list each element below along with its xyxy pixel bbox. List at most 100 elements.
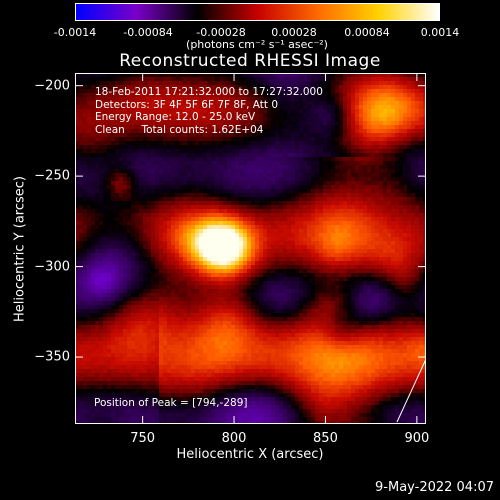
heatmap-cell xyxy=(363,237,367,241)
heatmap-cell xyxy=(351,213,355,217)
heatmap-cell xyxy=(139,261,143,265)
heatmap-cell xyxy=(99,229,103,233)
heatmap-cell xyxy=(103,269,107,273)
heatmap-cell xyxy=(419,197,423,201)
heatmap-cell xyxy=(291,129,295,133)
heatmap-cell xyxy=(391,233,395,237)
heatmap-cell xyxy=(263,233,267,237)
heatmap-cell xyxy=(119,221,123,225)
heatmap-cell xyxy=(263,221,267,225)
heatmap-cell xyxy=(263,269,267,273)
heatmap-cell xyxy=(395,149,399,153)
heatmap-cell xyxy=(163,177,167,181)
heatmap-cell xyxy=(331,165,335,169)
heatmap-cell xyxy=(319,77,323,81)
heatmap-cell xyxy=(299,157,303,161)
heatmap-cell xyxy=(287,117,291,121)
heatmap-cell xyxy=(199,197,203,201)
heatmap-cell xyxy=(299,93,303,97)
heatmap-cell xyxy=(331,129,335,133)
heatmap-cell xyxy=(251,177,255,181)
heatmap-cell xyxy=(115,245,119,249)
heatmap-cell xyxy=(215,217,219,221)
heatmap-cell xyxy=(391,137,395,141)
heatmap-cell xyxy=(143,197,147,201)
heatmap-cell xyxy=(403,185,407,189)
heatmap-cell xyxy=(371,85,375,89)
heatmap-cell xyxy=(183,189,187,193)
heatmap-cell xyxy=(251,145,255,149)
heatmap-cell xyxy=(75,157,79,161)
heatmap-cell xyxy=(411,181,415,185)
heatmap-cell xyxy=(267,129,271,133)
heatmap-cell xyxy=(363,169,367,173)
heatmap-cell xyxy=(199,209,203,213)
heatmap-cell xyxy=(423,137,426,141)
heatmap-cell xyxy=(379,169,383,173)
heatmap-cell xyxy=(267,225,271,229)
heatmap-cell xyxy=(259,229,263,233)
heatmap-cell xyxy=(275,257,279,261)
heatmap-cell xyxy=(375,85,379,89)
heatmap-cell xyxy=(147,89,151,93)
colorbar-tick-label: 0.0014 xyxy=(420,26,460,39)
heatmap-cell xyxy=(351,165,355,169)
heatmap-cell xyxy=(115,101,119,105)
heatmap-cell xyxy=(263,153,267,157)
heatmap-cell xyxy=(311,249,315,253)
heatmap-cell xyxy=(359,173,363,177)
heatmap-cell xyxy=(187,253,191,257)
heatmap-cell xyxy=(207,133,211,137)
heatmap-cell xyxy=(399,149,403,153)
heatmap-cell xyxy=(195,105,199,109)
heatmap-cell xyxy=(199,273,203,277)
heatmap-cell xyxy=(203,257,207,261)
heatmap-cell xyxy=(215,221,219,225)
heatmap-cell xyxy=(179,249,183,253)
heatmap-cell xyxy=(131,165,135,169)
heatmap-cell xyxy=(199,161,203,165)
heatmap-cell xyxy=(339,289,343,293)
heatmap-cell xyxy=(263,77,267,81)
heatmap-cell xyxy=(135,285,139,289)
heatmap-cell xyxy=(331,181,335,185)
heatmap-cell xyxy=(339,161,343,165)
heatmap-cell xyxy=(319,261,323,265)
heatmap-cell xyxy=(235,273,239,277)
heatmap-cell xyxy=(411,93,415,97)
heatmap-cell xyxy=(123,277,127,281)
heatmap-cell xyxy=(323,241,327,245)
heatmap-cell xyxy=(291,169,295,173)
heatmap-cell xyxy=(319,189,323,193)
heatmap-cell xyxy=(239,281,243,285)
heatmap-cell xyxy=(211,189,215,193)
heatmap-cell xyxy=(107,89,111,93)
heatmap-cell xyxy=(223,293,227,297)
heatmap-cell xyxy=(287,145,291,149)
heatmap-cell xyxy=(411,109,415,113)
heatmap-cell xyxy=(147,201,151,205)
heatmap-cell xyxy=(271,281,275,285)
heatmap-cell xyxy=(215,81,219,85)
heatmap-cell xyxy=(247,285,251,289)
heatmap-cell xyxy=(223,229,227,233)
heatmap-cell xyxy=(375,101,379,105)
heatmap-cell xyxy=(111,149,115,153)
heatmap-cell xyxy=(411,269,415,273)
heatmap-cell xyxy=(231,121,235,125)
heatmap-cell xyxy=(135,121,139,125)
heatmap-cell xyxy=(143,253,147,257)
heatmap-cell xyxy=(375,193,379,197)
heatmap-cell xyxy=(247,181,251,185)
heatmap-cell xyxy=(259,225,263,229)
heatmap-cell xyxy=(363,177,367,181)
heatmap-cell xyxy=(399,93,403,97)
heatmap-cell xyxy=(163,285,167,289)
heatmap-cell xyxy=(383,241,387,245)
heatmap-cell xyxy=(331,177,335,181)
heatmap-cell xyxy=(287,85,291,89)
heatmap-cell xyxy=(107,177,111,181)
heatmap-cell xyxy=(343,133,347,137)
heatmap-cell xyxy=(311,97,315,101)
heatmap-cell xyxy=(195,145,199,149)
